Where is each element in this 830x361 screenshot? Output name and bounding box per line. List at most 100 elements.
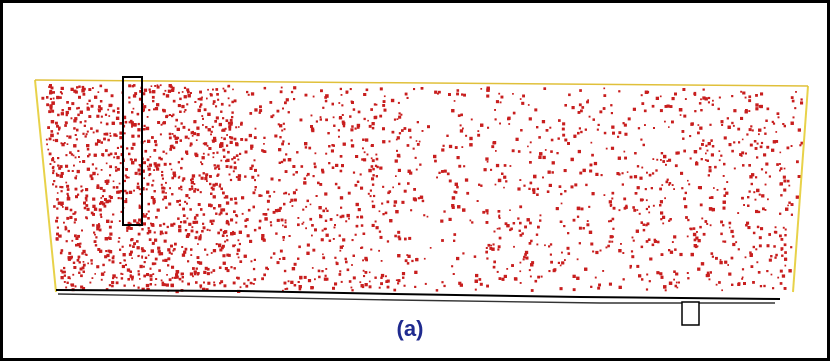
particle [486,257,489,260]
particle [519,270,522,273]
particle [576,215,580,218]
particle [559,220,563,223]
particle [321,168,324,172]
particle [79,161,81,163]
particle [308,146,312,150]
particle [115,186,119,189]
particle [130,238,134,241]
particle [200,208,203,211]
particle [231,111,234,114]
particle [684,191,687,195]
particle [711,209,714,212]
particle [664,197,666,200]
particle [646,222,650,226]
particle [172,249,175,252]
particle [566,246,570,250]
particle [181,91,184,93]
particle [236,248,241,252]
particle [222,87,225,90]
particle [292,191,296,195]
particle [458,164,462,168]
particle [590,141,593,144]
particle [644,188,647,191]
particle [293,284,297,287]
particle [272,114,275,117]
particle [59,185,62,189]
particle [429,247,432,249]
particle [503,175,507,179]
particle [800,101,804,105]
particle [751,129,754,132]
particle [123,259,126,262]
particle [660,253,664,256]
particle [779,163,781,165]
particle [108,284,111,287]
particle [132,142,136,146]
particle [622,122,625,125]
particle [463,165,466,168]
particle [99,186,103,190]
particle [92,87,94,89]
particle [154,164,158,168]
particle [611,125,615,129]
particle [223,155,226,158]
particle [61,143,65,147]
particle [517,217,520,220]
particle [60,172,64,175]
particle [104,198,107,201]
particle [131,134,135,138]
particle [360,186,364,190]
particle [92,171,96,176]
particle [741,268,745,271]
particle [157,121,161,124]
particle [335,261,338,264]
particle [72,273,75,276]
particle [131,257,133,259]
particle [413,88,416,91]
particle [266,199,270,203]
particle [141,287,145,291]
particle [627,117,631,121]
particle [56,132,59,135]
particle [77,255,81,259]
particle [202,142,205,145]
particle [380,276,383,279]
particle [234,197,237,201]
particle [100,115,103,118]
particle [112,274,116,278]
particle [741,276,744,279]
particle [531,261,535,265]
particle [109,165,112,169]
particle [202,152,205,155]
particle [187,94,191,98]
particle [148,238,152,241]
particle [207,88,209,91]
particle [368,124,372,128]
particle [65,110,69,115]
particle [348,280,352,283]
particle [187,137,190,140]
particle [345,220,348,223]
particle [243,254,247,258]
particle [437,92,439,95]
particle [181,179,184,182]
particle [176,136,180,140]
particle [97,139,99,141]
particle [666,160,669,162]
particle [333,124,336,127]
particle [212,269,216,272]
particle [754,147,758,150]
particle [496,270,499,273]
particle [490,168,493,171]
particle [203,281,205,284]
particle [232,230,235,233]
particle [699,147,702,150]
particle [723,136,727,140]
particle [132,245,135,248]
particle [195,230,199,234]
particle [490,244,492,247]
particle [303,275,307,279]
particle [138,172,142,176]
particle [693,238,697,242]
particle [728,226,731,229]
